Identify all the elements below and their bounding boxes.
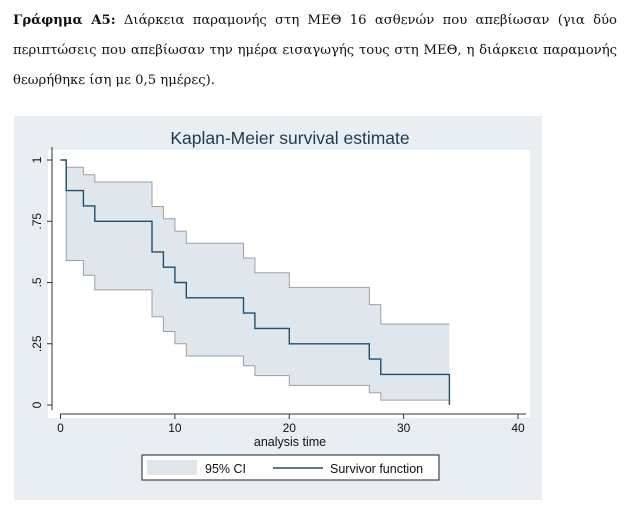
x-axis-label: analysis time (254, 435, 326, 449)
chart-title: Kaplan-Meier survival estimate (170, 128, 409, 148)
ci-upper-line (60, 159, 450, 325)
legend-survivor-label: Survivor function (330, 462, 423, 476)
chart-panel: Kaplan-Meier survival estimate 0 .25 .5 .75… (14, 116, 542, 500)
y-axis-ticks: 0 .25 .5 .75 1 (30, 156, 52, 408)
caption-label: Γράφημα Α5: (13, 13, 116, 28)
legend-ci-label: 95% CI (205, 462, 246, 476)
survivor-function-line (60, 159, 451, 405)
ci-band (60, 160, 450, 401)
x-axis-ticks: 0 10 20 30 40 (57, 414, 525, 435)
caption-text: Διάρκεια παραμονής στη ΜΕΘ 16 ασθενών πο… (13, 13, 617, 88)
x-tick-label: 30 (397, 421, 411, 435)
legend: 95% CI Survivor function (141, 454, 440, 481)
y-tick-label: .75 (30, 213, 44, 230)
kaplan-meier-chart: Kaplan-Meier survival estimate 0 .25 .5 .75… (30, 128, 530, 481)
legend-ci-swatch (147, 460, 197, 475)
y-tick-label: .5 (30, 277, 44, 287)
y-tick-label: .25 (30, 335, 44, 352)
x-tick-label: 20 (283, 421, 297, 435)
figure-caption: Γράφημα Α5: Διάρκεια παραμονής στη ΜΕΘ 1… (13, 6, 617, 96)
ci-band-layer (60, 159, 450, 401)
x-tick-label: 40 (511, 421, 525, 435)
y-tick-label: 0 (30, 401, 44, 408)
survivor-line-layer (60, 159, 451, 405)
x-tick-label: 0 (57, 421, 64, 435)
x-tick-label: 10 (168, 421, 182, 435)
y-tick-label: 1 (30, 156, 44, 163)
ci-lower-line (60, 159, 450, 401)
